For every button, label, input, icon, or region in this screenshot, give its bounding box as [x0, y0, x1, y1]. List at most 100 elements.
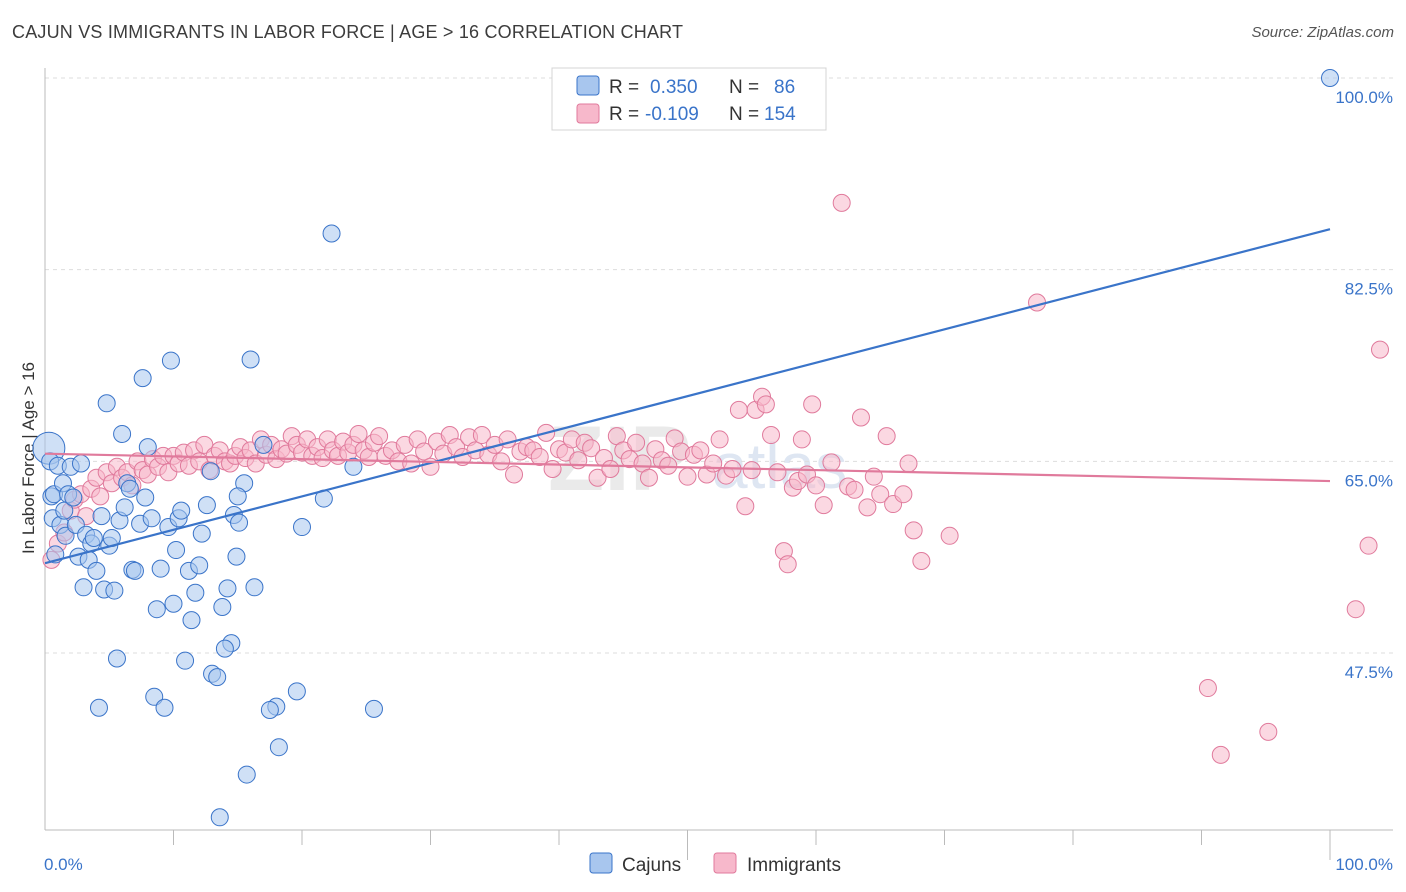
point-immigrants-151 [1028, 293, 1047, 312]
y-tick-label-1: 65.0% [1345, 471, 1393, 490]
point-immigrants-149 [912, 552, 931, 570]
point-cajuns-24 [92, 507, 111, 526]
legend-n-value-immigrants: 154 [764, 104, 796, 125]
point-immigrants-103 [627, 433, 646, 452]
point-immigrants-153 [1211, 745, 1230, 764]
y-tick-label-0: 47.5% [1345, 663, 1393, 682]
x-tick-label-max: 100.0% [1335, 855, 1393, 874]
point-cajuns-13 [64, 488, 83, 507]
y-axis-label: In Labor Force | Age > 16 [19, 362, 38, 554]
series-cajuns [32, 69, 1339, 827]
trend-lines [44, 228, 1331, 565]
point-cajuns-49 [164, 594, 183, 613]
point-immigrants-119 [729, 400, 748, 419]
point-cajuns-60 [201, 462, 220, 481]
point-immigrants-111 [678, 467, 697, 486]
point-cajuns-41 [138, 438, 157, 457]
point-cajuns-46 [155, 698, 174, 717]
point-cajuns-69 [230, 513, 249, 532]
point-immigrants-70 [415, 442, 434, 461]
point-cajuns-65 [218, 579, 237, 598]
legend-n-label-cajuns: N = [729, 77, 759, 98]
point-immigrants-108 [659, 456, 678, 475]
point-immigrants-88 [530, 447, 549, 466]
point-immigrants-63 [370, 427, 389, 446]
point-cajuns-48 [161, 351, 180, 370]
point-cajuns-55 [182, 611, 201, 630]
point-cajuns-68 [227, 547, 246, 566]
point-immigrants-143 [871, 485, 890, 504]
bottom-legend-swatch-immigrants [713, 852, 737, 874]
point-cajuns-62 [208, 668, 227, 687]
legend-r-value-cajuns: 0.350 [650, 77, 698, 98]
point-cajuns-30 [107, 649, 126, 668]
point-immigrants-139 [845, 480, 864, 499]
legend-r-label-cajuns: R = [609, 77, 639, 98]
point-cajuns-72 [245, 578, 264, 597]
point-cajuns-16 [71, 454, 90, 473]
point-cajuns-44 [147, 600, 166, 619]
point-immigrants-157 [1371, 340, 1389, 359]
point-immigrants-137 [832, 193, 851, 212]
point-immigrants-82 [492, 452, 511, 471]
point-immigrants-9 [91, 487, 110, 506]
point-cajuns-22 [87, 561, 106, 580]
point-immigrants-120 [736, 497, 755, 516]
point-cajuns-50 [167, 541, 186, 560]
point-cajuns-35 [120, 479, 139, 498]
point-cajuns-63 [210, 808, 229, 827]
y-tick-label-2: 82.5% [1345, 280, 1393, 299]
bottom-legend-label-cajuns: Cajuns [622, 855, 681, 876]
chart-source: Source: ZipAtlas.com [1251, 24, 1394, 41]
point-immigrants-84 [505, 465, 524, 484]
point-immigrants-136 [822, 453, 841, 472]
point-immigrants-134 [807, 476, 825, 495]
point-cajuns-45 [151, 559, 170, 578]
point-immigrants-135 [814, 496, 833, 515]
point-immigrants-140 [851, 408, 870, 427]
point-cajuns-81 [293, 518, 311, 537]
x-tick-label-min: 0.0% [44, 855, 83, 874]
point-cajuns-59 [197, 496, 216, 515]
point-cajuns-40 [136, 488, 155, 507]
point-cajuns-10 [56, 526, 75, 545]
point-immigrants-141 [858, 498, 877, 517]
point-immigrants-116 [710, 430, 729, 449]
point-cajuns-78 [260, 700, 279, 719]
point-cajuns-29 [105, 581, 124, 600]
y-tick-label-3: 100.0% [1335, 88, 1393, 107]
point-cajuns-33 [115, 498, 134, 517]
point-immigrants-115 [704, 454, 723, 473]
point-cajuns-74 [237, 765, 256, 784]
point-cajuns-39 [133, 369, 152, 388]
point-immigrants-97 [588, 468, 607, 487]
point-immigrants-105 [639, 468, 658, 487]
point-cajuns-53 [176, 651, 195, 670]
point-immigrants-59 [349, 424, 368, 443]
point-cajuns-75 [215, 639, 234, 658]
point-cajuns-83 [322, 224, 341, 243]
point-immigrants-150 [940, 526, 959, 545]
point-cajuns-52 [172, 501, 191, 520]
point-immigrants-79 [472, 426, 491, 445]
point-immigrants-155 [1346, 600, 1365, 619]
point-cajuns-58 [192, 524, 211, 543]
point-immigrants-113 [691, 441, 710, 460]
point-cajuns-37 [125, 561, 144, 580]
point-immigrants-121 [742, 461, 761, 480]
point-cajuns-17 [74, 578, 93, 597]
trend-line-cajuns [44, 228, 1331, 565]
point-immigrants-146 [894, 485, 913, 504]
point-immigrants-144 [877, 427, 896, 446]
point-cajuns-56 [186, 583, 205, 602]
point-cajuns-80 [287, 682, 306, 701]
point-cajuns-42 [142, 509, 161, 528]
point-immigrants-154 [1259, 722, 1278, 741]
point-immigrants-156 [1359, 536, 1378, 555]
point-cajuns-57 [190, 556, 209, 575]
legend-swatch-immigrants [576, 103, 600, 124]
point-cajuns-32 [113, 424, 132, 443]
point-immigrants-125 [762, 426, 781, 445]
legend-r-value-immigrants: -0.109 [645, 104, 699, 125]
